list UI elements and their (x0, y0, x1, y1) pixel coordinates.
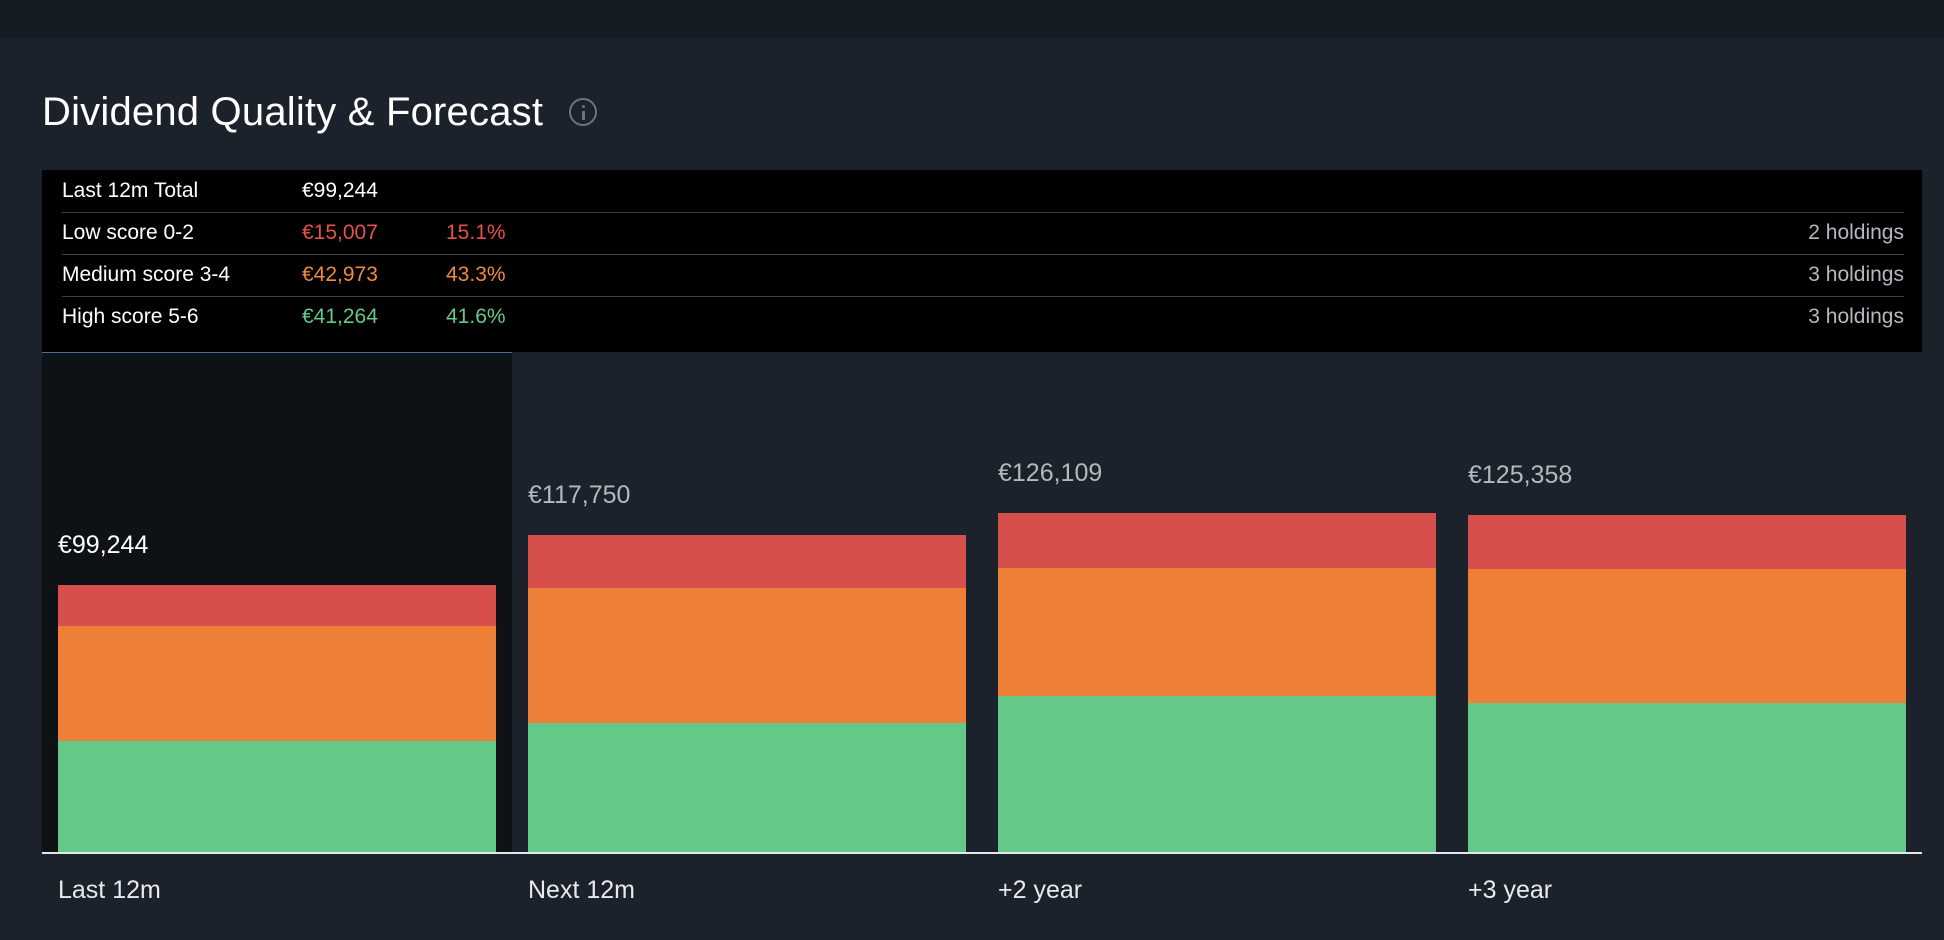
category-label-1[interactable]: Last 12m (58, 876, 161, 904)
page-title: Dividend Quality & Forecast (42, 89, 544, 134)
summary-row-total: Last 12m Total €99,244 (62, 170, 1904, 213)
category-label-4[interactable]: +3 year (1468, 876, 1553, 904)
summary-high-amount: €41,264 (302, 305, 378, 328)
bar-4-medium-segment[interactable] (1468, 568, 1906, 703)
bar-3-medium-segment[interactable] (998, 568, 1436, 697)
bar-2-medium-segment[interactable] (528, 588, 966, 723)
info-icon[interactable] (569, 98, 598, 126)
bar-1-high-segment[interactable] (58, 741, 496, 852)
chart-baseline (42, 852, 1922, 854)
bar-3-total-label: €126,109 (998, 458, 1103, 487)
bar-2-total-label: €117,750 (528, 481, 631, 510)
summary-high-label: High score 5-6 (62, 305, 199, 328)
summary-total-amount: €99,244 (302, 179, 378, 202)
summary-row-medium: Medium score 3-4 €42,973 43.3% 3 holding… (62, 254, 1904, 297)
summary-low-label: Low score 0-2 (62, 221, 194, 244)
summary-high-pct: 41.6% (446, 305, 506, 328)
bar-1-medium-segment[interactable] (58, 625, 496, 742)
summary-medium-pct: 43.3% (446, 263, 506, 286)
summary-medium-amount: €42,973 (302, 263, 378, 286)
dividend-summary-table: Last 12m Total €99,244 Low score 0-2 €15… (42, 170, 1922, 352)
summary-row-low: Low score 0-2 €15,007 15.1% 2 holdings (62, 212, 1904, 255)
summary-medium-holdings[interactable]: 3 holdings (1808, 263, 1904, 286)
bar-4-low-segment[interactable] (1468, 515, 1906, 569)
summary-low-holdings[interactable]: 2 holdings (1808, 221, 1904, 244)
category-label-2[interactable]: Next 12m (528, 876, 635, 904)
bar-3-low-segment[interactable] (998, 512, 1436, 569)
top-bar (0, 0, 1944, 38)
summary-low-amount: €15,007 (302, 221, 378, 244)
summary-high-holdings[interactable]: 3 holdings (1808, 305, 1904, 328)
bar-4-high-segment[interactable] (1468, 702, 1906, 852)
summary-medium-label: Medium score 3-4 (62, 263, 231, 286)
summary-low-pct: 15.1% (446, 221, 506, 244)
summary-total-label: Last 12m Total (62, 179, 199, 202)
bar-4-total-label: €125,358 (1468, 461, 1573, 490)
bar-2-low-segment[interactable] (528, 535, 966, 588)
dividend-forecast-chart: €99,244 Last 12m €117,750 Next 12m €126,109 +… (42, 352, 1922, 940)
summary-row-high: High score 5-6 €41,264 41.6% 3 holdings (62, 296, 1904, 338)
title-row: Dividend Quality & Forecast (42, 84, 598, 140)
category-label-3[interactable]: +2 year (998, 876, 1083, 904)
bar-2-high-segment[interactable] (528, 722, 966, 852)
bar-3-high-segment[interactable] (998, 696, 1436, 852)
bar-1-total-label: €99,244 (58, 531, 149, 560)
bar-1-low-segment[interactable] (58, 585, 496, 626)
